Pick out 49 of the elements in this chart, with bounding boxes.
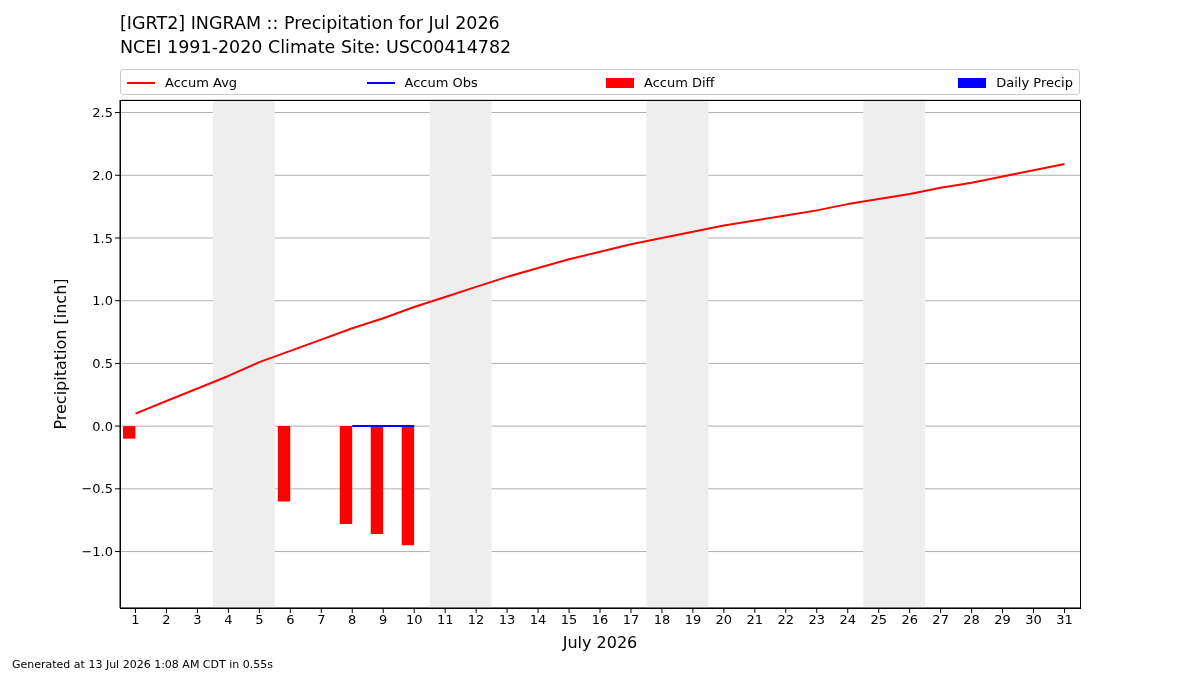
legend-label: Daily Precip — [996, 75, 1073, 90]
x-tick-label: 25 — [870, 612, 887, 628]
x-tick-label: 9 — [379, 612, 388, 628]
legend-label: Accum Avg — [165, 75, 238, 90]
x-tick-label: 28 — [963, 612, 980, 628]
x-tick-label: 6 — [286, 612, 295, 628]
x-tick-label: 10 — [405, 612, 423, 628]
x-tick-label: 11 — [436, 612, 454, 628]
chart-title: [IGRT2] INGRAM :: Precipitation for Jul 2026 — [120, 12, 500, 34]
x-tick-label: 30 — [1025, 612, 1042, 628]
x-tick-label: 8 — [348, 612, 357, 628]
x-tick-label: 16 — [591, 612, 609, 628]
text: Generated at 13 Jul 2026 1:08 AM CDT in 0.55s — [12, 658, 273, 672]
y-tick-label: 0.0 — [92, 418, 113, 434]
x-tick-label: 2 — [162, 612, 171, 628]
legend-label: Accum Diff — [644, 75, 715, 90]
x-tick-label: 26 — [901, 612, 918, 628]
y-axis-title: Precipitation [inch] — [51, 278, 70, 430]
x-tick-label: 23 — [808, 612, 826, 628]
x-tick-label: 3 — [193, 612, 202, 628]
chart-subtitle: NCEI 1991-2020 Climate Site: USC00414782 — [120, 36, 512, 58]
x-tick-label: 4 — [224, 612, 233, 628]
x-tick-label: 12 — [467, 612, 485, 628]
y-tick-label: 2.0 — [92, 167, 113, 183]
x-tick-label: 7 — [317, 612, 326, 628]
line-series — [134, 162, 1066, 415]
x-tick-label: 19 — [684, 612, 702, 628]
x-tick-label: 31 — [1056, 612, 1073, 628]
y-tick-label: 0.5 — [92, 356, 113, 372]
y-tick-label: −1.0 — [81, 544, 113, 560]
x-tick-label: 18 — [653, 612, 671, 628]
x-tick-label: 24 — [839, 612, 857, 628]
x-tick-label: 1 — [131, 612, 140, 628]
x-tick-label: 5 — [255, 612, 264, 628]
x-tick-label: 27 — [932, 612, 949, 628]
y-tick-label: −0.5 — [81, 481, 113, 497]
x-tick-label: 29 — [994, 612, 1011, 628]
x-tick-label: 20 — [715, 612, 733, 628]
x-tick-label: 17 — [622, 612, 640, 628]
x-axis-title: July 2026 — [561, 633, 639, 653]
x-tick-label: 13 — [498, 612, 516, 628]
y-tick-label: 1.0 — [92, 293, 113, 309]
x-tick-label: 14 — [529, 612, 547, 628]
y-tick-label: 2.5 — [92, 105, 113, 121]
x-tick-label: 22 — [777, 612, 795, 628]
x-tick-label: 21 — [746, 612, 764, 628]
y-tick-label: 1.5 — [92, 230, 113, 246]
x-tick-label: 15 — [560, 612, 578, 628]
legend-label: Accum Obs — [404, 75, 478, 90]
